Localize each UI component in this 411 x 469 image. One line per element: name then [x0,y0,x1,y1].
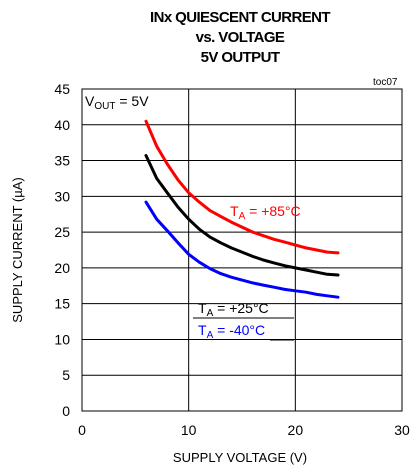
title-line-2: vs. VOLTAGE [196,29,285,46]
y-tick-label: 35 [54,153,70,169]
x-tick-label: 30 [394,422,410,438]
y-tick-label: 40 [54,117,70,133]
y-tick-label: 30 [54,188,70,204]
series-lines [144,119,340,299]
label-minus40c-main: T [198,322,207,338]
label-85c-sub: A [239,211,246,222]
condition-sub: OUT [94,101,115,112]
title-line-1: INx QUIESCENT CURRENT [150,9,330,26]
condition-main: V [85,93,95,109]
label-25c-sub: A [207,308,214,319]
condition-label: VOUT = 5V [85,93,149,112]
y-tick-label: 10 [54,331,70,347]
series-label-85c-text: TA = +85°C [230,203,301,222]
series-label-minus40c: TA = -40°C [198,322,294,341]
series-label-25c: TA = +25°C [193,300,294,319]
y-tick-label: 0 [62,403,70,419]
label-25c-main: T [198,300,207,316]
label-minus40c-sub: A [207,330,214,341]
y-tick-label: 25 [54,224,70,240]
x-axis-label: SUPPLY VOLTAGE (V) [173,450,307,465]
series-line-85c [144,119,340,255]
series-label-minus40c-text: TA = -40°C [198,322,265,341]
plot-frame [81,88,403,412]
y-tick-label: 20 [54,260,70,276]
grid-lines [82,89,402,411]
label-minus40c-rest: = -40°C [213,322,265,338]
title-line-3: 5V OUTPUT [201,49,280,66]
x-tick-labels: 0 10 20 30 [78,422,410,438]
y-tick-label: 15 [54,296,70,312]
y-tick-label: 45 [54,81,70,97]
chart-id-label: toc07 [373,77,398,88]
chart-title: INx QUIESCENT CURRENT vs. VOLTAGE 5V OUT… [150,9,331,66]
label-85c-main: T [230,203,239,219]
series-label-85c: TA = +85°C [230,203,301,222]
series-line-minus40c [144,200,340,299]
series-label-25c-text: TA = +25°C [198,300,269,319]
y-tick-labels: 0 5 10 15 20 25 30 35 40 45 [54,81,70,419]
label-85c-rest: = +85°C [245,203,300,219]
x-tick-label: 10 [181,422,197,438]
y-tick-label: 5 [62,367,70,383]
x-tick-label: 0 [78,422,86,438]
series-line-25c [144,154,340,277]
label-25c-rest: = +25°C [213,300,268,316]
y-axis-label: SUPPLY CURRENT (µA) [10,177,25,322]
x-tick-label: 20 [288,422,304,438]
condition-rest: = 5V [115,93,149,109]
